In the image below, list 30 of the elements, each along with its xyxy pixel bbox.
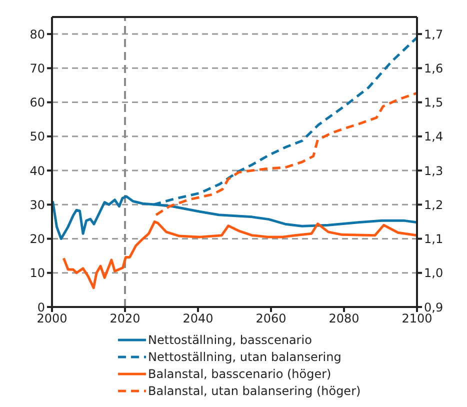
y-tick-label: 40 (30, 164, 45, 178)
legend-label: Nettoställning, utan balansering (148, 350, 342, 364)
y2-tick-label: 1,3 (424, 164, 444, 178)
x-tick-label: 2020 (110, 312, 140, 326)
y-tick-label: 0 (37, 300, 45, 314)
legend-label: Balanstal, basscenario (höger) (148, 366, 332, 380)
y-tick-label: 10 (30, 266, 45, 280)
y-tick-label: 30 (30, 198, 45, 212)
y2-tick-label: 1,6 (424, 61, 444, 76)
y-tick-label: 20 (30, 232, 45, 246)
x-tick-label: 2100 (402, 312, 432, 326)
y2-tick-label: 1,1 (424, 232, 444, 246)
y2-tick-label: 1,0 (424, 266, 444, 280)
y-tick-label: 60 (30, 96, 45, 110)
line-series (154, 92, 417, 216)
x-tick-label: 2040 (182, 312, 214, 326)
legend-label: Nettoställning, basscenario (148, 332, 312, 346)
y-tick-label: 70 (30, 61, 45, 76)
line-series (62, 220, 417, 290)
legend-label: Balanstal, utan balansering (höger) (148, 384, 361, 398)
y2-tick-label: 1,5 (424, 96, 444, 110)
x-tick-label: 2080 (328, 312, 360, 326)
y2-tick-label: 1,2 (424, 198, 444, 212)
y2-tick-label: 0,9 (424, 300, 444, 314)
x-tick-label: 2000 (36, 312, 68, 326)
y-tick-label: 80 (30, 27, 45, 42)
y2-tick-label: 1,4 (424, 130, 444, 144)
y-tick-label: 50 (30, 130, 45, 144)
x-tick-label: 2060 (256, 312, 286, 326)
y2-tick-label: 1,7 (424, 27, 444, 42)
